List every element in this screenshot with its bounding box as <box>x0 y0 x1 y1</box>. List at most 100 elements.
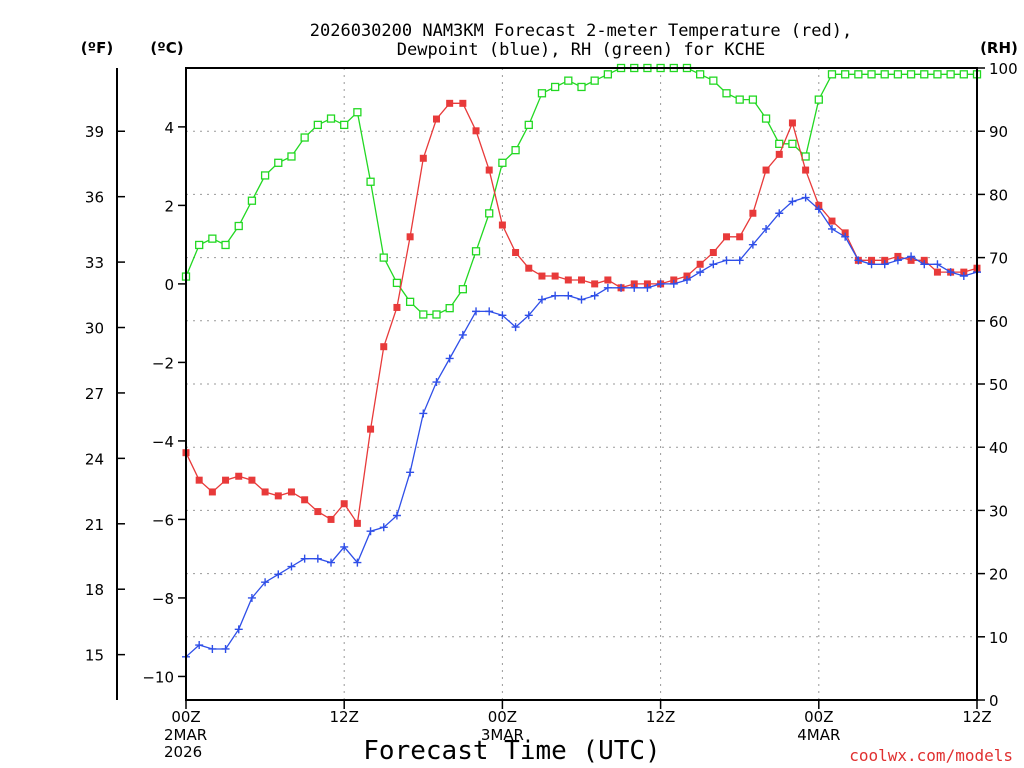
year-label: 2026 <box>164 743 202 761</box>
fahrenheit-tick-label: 21 <box>85 516 104 534</box>
rh-point <box>274 158 283 167</box>
fahrenheit-tick-label: 39 <box>85 123 104 141</box>
rh-point <box>260 171 270 180</box>
rh-point <box>208 234 217 243</box>
dewpoint-point <box>735 256 744 265</box>
dewpoint-point <box>682 275 691 284</box>
temperature-point <box>432 115 440 123</box>
date-label: 2MAR <box>164 726 207 744</box>
temperature-point <box>578 276 585 284</box>
rh-point <box>748 95 758 104</box>
unit-label-celsius: (ºC) <box>150 39 183 57</box>
celsius-tick-label: −2 <box>152 354 174 372</box>
temperature-point <box>828 217 836 225</box>
date-label: 3MAR <box>481 726 524 744</box>
dewpoint-point <box>696 268 705 277</box>
temperature-point <box>696 260 704 268</box>
time-tick-label: 00Z <box>488 708 517 726</box>
temperature-point <box>485 166 493 174</box>
dewpoint-point <box>195 641 204 650</box>
dewpoint-point <box>340 542 349 551</box>
temperature-point <box>788 119 796 127</box>
rh-point <box>524 120 533 130</box>
dewpoint-point <box>300 554 309 563</box>
series-temperature <box>182 99 981 527</box>
dewpoint-point <box>445 354 454 363</box>
rh-point <box>537 89 547 98</box>
rh-point <box>300 133 309 142</box>
temperature-point <box>802 166 810 174</box>
rh-point <box>827 70 837 79</box>
time-tick-label: 00Z <box>171 708 200 726</box>
temperature-line <box>185 102 978 526</box>
rh-point <box>247 196 257 205</box>
temperature-point <box>538 272 546 280</box>
rh-tick-label: 50 <box>989 376 1008 394</box>
dewpoint-point <box>854 256 863 265</box>
rh-point <box>564 76 573 85</box>
rh-point <box>353 108 362 117</box>
plot-frame <box>185 67 978 701</box>
fahrenheit-tick-label: 33 <box>85 254 104 272</box>
rh-point <box>841 70 850 79</box>
dewpoint-point <box>709 260 718 269</box>
rh-point <box>696 70 705 79</box>
data-series <box>181 63 982 661</box>
dewpoint-point <box>867 260 876 269</box>
dewpoint-point <box>959 272 968 281</box>
rh-point <box>195 240 204 250</box>
rh-point <box>893 70 903 79</box>
celsius-tick-label: 4 <box>164 119 174 137</box>
dewpoint-point <box>537 295 546 304</box>
fahrenheit-tick-label: 27 <box>85 385 104 403</box>
temperature-point <box>195 476 203 484</box>
rh-point <box>867 70 876 79</box>
dewpoint-point <box>524 311 533 320</box>
rh-point <box>709 76 718 85</box>
rh-point <box>511 146 520 155</box>
rh-ticks: 0 10 20 30 40 50 60 70 80 90 100 <box>977 60 1018 710</box>
rh-point <box>761 114 771 123</box>
fahrenheit-ticks: 15 18 21 24 27 30 33 36 39 <box>85 123 125 665</box>
temperature-point <box>406 233 414 241</box>
rh-point <box>485 209 494 218</box>
temperature-point <box>564 276 572 284</box>
rh-point <box>458 285 468 294</box>
temperature-point <box>472 127 480 135</box>
dewpoint-point <box>247 593 256 602</box>
dewpoint-point <box>880 260 889 269</box>
temperature-point <box>353 519 361 527</box>
source-credit: coolwx.com/models <box>849 746 1013 765</box>
rh-point <box>946 70 955 79</box>
dewpoint-point <box>379 523 388 532</box>
rh-point <box>788 139 797 148</box>
celsius-tick-label: −10 <box>142 668 174 686</box>
rh-point <box>775 139 784 148</box>
rh-point <box>854 70 863 79</box>
temperature-point <box>775 150 783 158</box>
chart-title-line1: 2026030200 NAM3KM Forecast 2-meter Tempe… <box>310 21 852 41</box>
dewpoint-point <box>775 209 784 218</box>
rh-point <box>577 82 586 92</box>
time-tick-label: 12Z <box>330 708 359 726</box>
dewpoint-point <box>234 625 243 634</box>
temperature-point <box>327 515 335 523</box>
temperature-point <box>498 221 506 229</box>
dewpoint-point <box>656 279 665 288</box>
temperature-point <box>419 154 427 162</box>
celsius-tick-label: −4 <box>152 433 174 451</box>
rh-point <box>920 70 929 79</box>
rh-tick-label: 0 <box>989 692 999 710</box>
dewpoint-point <box>274 570 283 579</box>
dewpoint-point <box>643 283 652 292</box>
dewpoint-point <box>762 224 771 233</box>
rh-point <box>933 70 942 79</box>
temperature-point <box>723 233 731 241</box>
x-axis-label: Forecast Time (UTC) <box>363 736 660 766</box>
rh-point <box>432 310 441 319</box>
fahrenheit-tick-label: 36 <box>85 189 104 207</box>
dewpoint-point <box>748 240 757 249</box>
temperature-point <box>525 264 533 272</box>
rh-tick-label: 30 <box>989 502 1008 520</box>
dewpoint-point <box>617 283 626 292</box>
